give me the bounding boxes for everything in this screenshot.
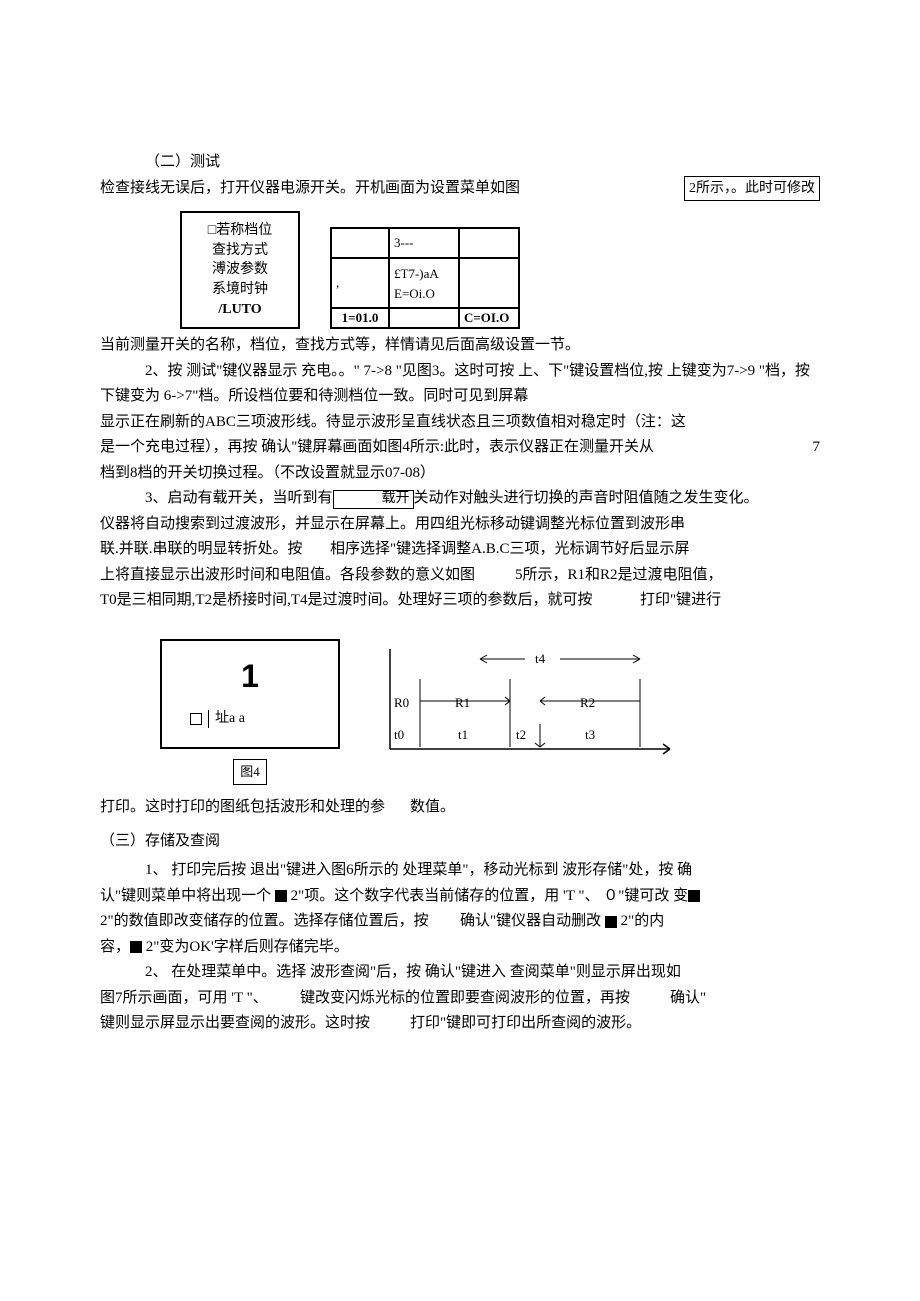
fig4-square-icon	[190, 713, 202, 725]
para-s3-6: 图7所示画面，可用 'T "、 键改变闪烁光标的位置即要查阅波形的位置，再按 确…	[100, 986, 820, 1012]
text-s3-2b: 2"项。这个数字代表当前储存的位置，用 'T "、 ０"键可改 变	[287, 888, 688, 904]
fig3-b2-l2: E=Oi.O	[394, 284, 435, 305]
black-square-icon-3	[605, 916, 617, 928]
para-abc-wave: 显示正在刷新的ABC三项波形线。待显示波形呈直线状态且三项数值相对稳定时（注：这	[100, 410, 820, 436]
para-s3-7: 键则显示屏显示出要查阅的波形。这时按 打印"键即可打印出所查阅的波形。	[100, 1011, 820, 1037]
figure-2-menu: □若称档位 查找方式 溥波参数 系境时钟 /LUTO	[180, 211, 300, 329]
fig3-cell-a1	[330, 229, 390, 259]
para-t0t2t4: T0是三相同期,T2是桥接时间,T4是过渡时间。处理好三项的参数后，就可按 打印…	[100, 588, 820, 614]
text-s3-7a: 键则显示屏显示出要查阅的波形。这时按	[100, 1011, 410, 1037]
fig2-line5: /LUTO	[194, 300, 286, 320]
text-s3-6c: 确认"	[670, 986, 706, 1012]
text-t0-b: 打印"键进行	[640, 588, 721, 614]
text-s3-4a: 容，	[100, 939, 130, 955]
para-auto-search: 仪器将自动搜索到过渡波形，并显示在屏幕上。用四组光标移动键调整光标位置到波形串	[100, 512, 820, 538]
fig3-cell-b1: ,	[330, 259, 390, 309]
para-series: 联.并联.串联的明显转折处。按 相序选择"键选择调整A.B.C三项，光标调节好后…	[100, 537, 820, 563]
fig3-cell-b2: £T7-)aA E=Oi.O	[390, 259, 460, 309]
fig3-b2-l1: £T7-)aA	[394, 264, 439, 285]
text-charge-b: 7	[813, 435, 821, 461]
svg-text:t0: t0	[394, 727, 404, 742]
text-s3-2a: 认"键则菜单中将出现一个	[100, 888, 275, 904]
fig4-caption: 图4	[233, 759, 267, 785]
para-step3: 3、启动有载开关，当听到有载开关动作对触头进行切换的声音时阻值随之发生变化。	[100, 486, 820, 512]
svg-text:R1: R1	[455, 695, 470, 710]
text-s3-7b: 打印"键即可打印出所查阅的波形。	[410, 1011, 641, 1037]
text-step3-box: 载开	[333, 490, 414, 509]
fig3-cell-c1: 1=01.0	[330, 309, 390, 329]
fig5-svg: t4 R0 R1 R2 t0 t1 t2 t3	[380, 639, 680, 759]
fig3-cell-a2: 3---	[390, 229, 460, 259]
text-r1r2-b: 5所示，R1和R2是过渡电阻值，	[515, 563, 723, 589]
text-s3-6a: 图7所示画面，可用 'T "、	[100, 986, 300, 1012]
text-s3-3a: 2"的数值即改变储存的位置。选择存储位置后，按	[100, 909, 460, 935]
svg-text:R2: R2	[580, 695, 595, 710]
para-current-switch: 当前测量开关的名称，档位，查找方式等，样情请见后面高级设置一节。	[100, 333, 820, 359]
text-s3-3bc: 确认"键仪器自动删改 2"的内	[460, 909, 664, 935]
figure-4-box: 1 址a a	[160, 639, 340, 749]
text-check-wiring-a: 检查接线无误后，打开仪器电源开关。开机画面为设置菜单如图	[100, 176, 520, 202]
svg-text:t4: t4	[535, 651, 546, 666]
para-r1r2: 上将直接显示出波形时间和电阻值。各段参数的意义如图 5所示，R1和R2是过渡电阻…	[100, 563, 820, 589]
svg-text:t1: t1	[458, 727, 468, 742]
text-r1r2-a: 上将直接显示出波形时间和电阻值。各段参数的意义如图	[100, 563, 515, 589]
section-2-title: （二）测试	[100, 150, 820, 176]
para-charge: 是一个充电过程），再按 确认"键屏幕画面如图4所示:此时，表示仪器正在测量开关从…	[100, 435, 820, 461]
svg-text:R0: R0	[394, 695, 409, 710]
para-s3-4: 容， 2"变为OK'字样后则存储完毕。	[100, 935, 820, 961]
para-s3-1: 1、 打印完后按 退出"键进入图6所示的 处理菜单"，移动光标到 波形存储"处，…	[100, 858, 820, 884]
svg-text:t2: t2	[516, 727, 526, 742]
fig3-cell-c2	[390, 309, 460, 329]
fig2-line2: 查找方式	[194, 241, 286, 261]
black-square-icon	[275, 890, 287, 902]
text-fig2-ref: 2所示，。此时可修改	[684, 176, 820, 202]
figure-4-container: 1 址a a 图4	[160, 639, 340, 786]
fig4-number: 1	[170, 649, 330, 703]
black-square-icon-2	[688, 890, 700, 902]
para-print-paper: 打印。这时打印的图纸包括波形和处理的参 数值。	[100, 795, 820, 821]
fig3-cell-a3	[460, 229, 520, 259]
fig4-text: 址a a	[215, 707, 245, 731]
text-step3-a: 3、启动有载开关，当听到有	[145, 490, 333, 506]
text-s3-3b: 确认"键仪器自动删改	[460, 913, 605, 929]
text-print-a: 打印。这时打印的图纸包括波形和处理的参	[100, 795, 410, 821]
svg-text:t3: t3	[585, 727, 595, 742]
text-charge-a: 是一个充电过程），再按 确认"键屏幕画面如图4所示:此时，表示仪器正在测量开关从	[100, 435, 654, 461]
text-s3-4b: 2"变为OK'字样后则存储完毕。	[142, 939, 349, 955]
figure-5-diagram: t4 R0 R1 R2 t0 t1 t2 t3	[380, 639, 680, 759]
text-print-b: 数值。	[410, 795, 455, 821]
para-s3-3: 2"的数值即改变储存的位置。选择存储位置后，按 确认"键仪器自动删改 2"的内	[100, 909, 820, 935]
fig3-cell-c3: C=OI.O	[460, 309, 520, 329]
section-3-title: （三）存储及查阅	[100, 829, 820, 855]
fig2-line1: □若称档位	[194, 221, 286, 241]
fig3-cell-b3	[460, 259, 520, 309]
para-check-wiring: 检查接线无误后，打开仪器电源开关。开机画面为设置菜单如图 2所示，。此时可修改	[100, 176, 820, 202]
para-step2: 2、按 测试"键仪器显示 充电。。" 7->8 "见图3。这时可按 上、下"键设…	[100, 359, 820, 410]
figure-3-grid: 3--- , £T7-)aA E=Oi.O 1=01.0 C=OI.O	[330, 227, 520, 329]
fig2-line4: 系境时钟	[194, 280, 286, 300]
black-square-icon-4	[130, 941, 142, 953]
text-s3-6b: 键改变闪烁光标的位置即要查阅波形的位置，再按	[300, 986, 670, 1012]
para-s3-5: 2、 在处理菜单中。选择 波形查阅"后，按 确认"键进入 查阅菜单"则显示屏出现…	[100, 960, 820, 986]
figure-row-2: 1 址a a 图4 t4	[160, 639, 820, 786]
para-s3-2: 认"键则菜单中将出现一个 2"项。这个数字代表当前储存的位置，用 'T "、 ０…	[100, 884, 820, 910]
text-t0-a: T0是三相同期,T2是桥接时间,T4是过渡时间。处理好三项的参数后，就可按	[100, 588, 640, 614]
fig4-mid-row: 址a a	[190, 707, 330, 731]
text-step3-b: 关动作对触头进行切换的声音时阻值随之发生变化。	[414, 490, 759, 506]
text-series-b: 相序选择"键选择调整A.B.C三项，光标调节好后显示屏	[330, 537, 689, 563]
fig2-line3: 溥波参数	[194, 260, 286, 280]
figure-row-1: □若称档位 查找方式 溥波参数 系境时钟 /LUTO 3--- , £T7-)a…	[180, 211, 820, 329]
text-series-a: 联.并联.串联的明显转折处。按	[100, 537, 330, 563]
para-gear8: 档到8档的开关切换过程。（不改设置就显示07-08）	[100, 461, 820, 487]
text-s3-3c: 2"的内	[617, 913, 664, 929]
